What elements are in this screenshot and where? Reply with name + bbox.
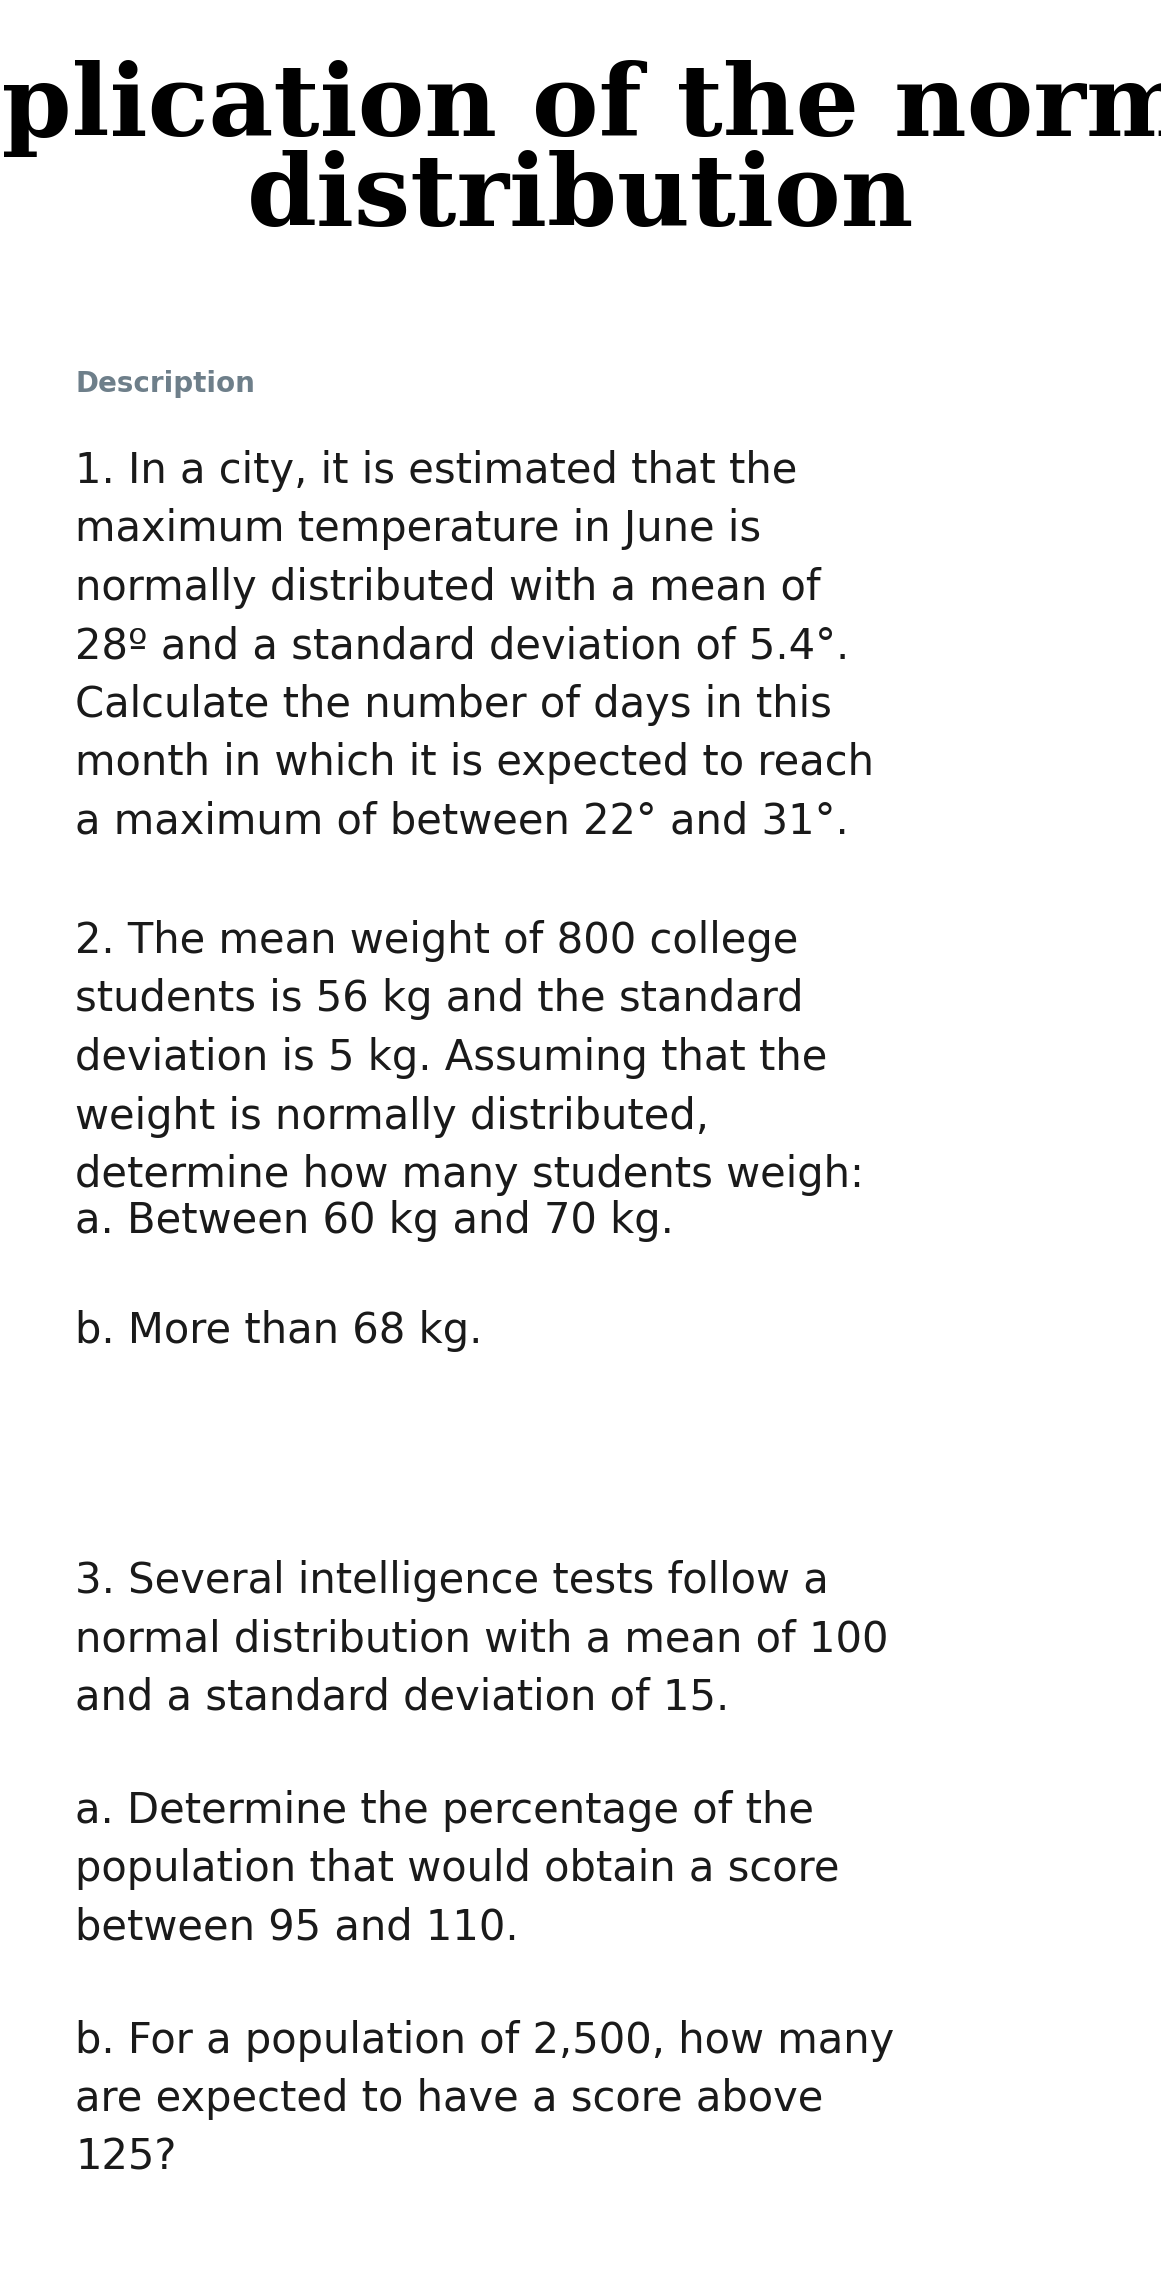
Text: a. Between 60 kg and 70 kg.: a. Between 60 kg and 70 kg. (75, 1199, 673, 1243)
Text: 2. The mean weight of 800 college
students is 56 kg and the standard
deviation i: 2. The mean weight of 800 college studen… (75, 920, 864, 1195)
Text: distribution: distribution (247, 151, 914, 247)
Text: Description: Description (75, 371, 255, 398)
Text: 1. In a city, it is estimated that the
maximum temperature in June is
normally d: 1. In a city, it is estimated that the m… (75, 451, 874, 842)
Text: 3. Several intelligence tests follow a
normal distribution with a mean of 100
an: 3. Several intelligence tests follow a n… (75, 1561, 888, 1719)
Text: a. Determine the percentage of the
population that would obtain a score
between : a. Determine the percentage of the popul… (75, 1790, 839, 1948)
Text: b. More than 68 kg.: b. More than 68 kg. (75, 1309, 482, 1353)
Text: b. For a population of 2,500, how many
are expected to have a score above
125?: b. For a population of 2,500, how many a… (75, 2019, 894, 2179)
Text: application of the normal: application of the normal (0, 60, 1161, 158)
